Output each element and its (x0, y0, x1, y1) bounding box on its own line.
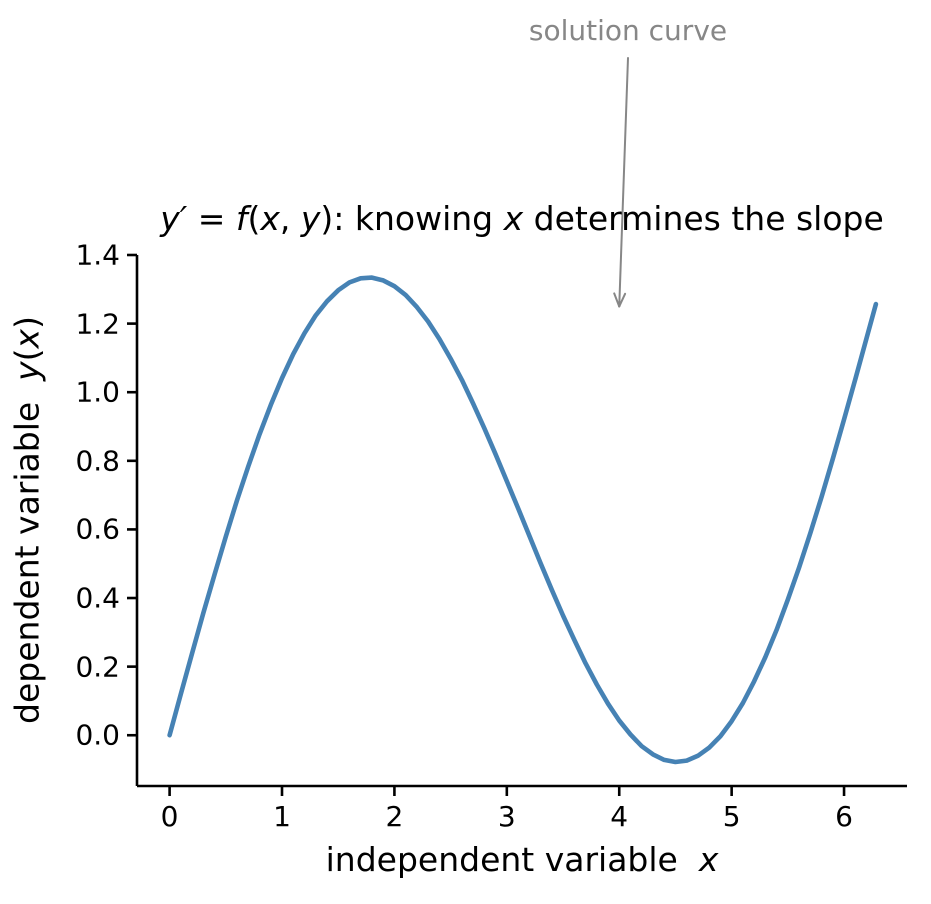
x-axis-label: independent variable x (137, 840, 907, 879)
y-tick-label: 0.4 (75, 581, 120, 615)
annotation-arrow (613, 57, 629, 308)
text-part: dependent variable (7, 380, 47, 724)
text-part: determines the slope (523, 199, 884, 238)
text-part: ) (7, 316, 47, 329)
text-part: ( (7, 348, 47, 362)
x-tick-label: 2 (385, 800, 404, 833)
y-axis-label: dependent variable y(x) (8, 316, 47, 724)
y-tick-label: 0.0 (75, 718, 120, 752)
text-part: independent variable (325, 840, 699, 879)
arrowhead-icon (613, 292, 621, 308)
solution-curve-line (167, 275, 879, 765)
text-part: ( (247, 199, 261, 238)
x-tick-label: 1 (273, 800, 291, 833)
text-part: y (300, 199, 321, 238)
y-tick-label: 1.0 (75, 375, 120, 409)
y-tick-label: 0.2 (75, 650, 120, 684)
annotation-label: solution curve (528, 14, 728, 47)
text-part: , (279, 199, 301, 238)
x-tick-label: 3 (497, 800, 516, 833)
x-ticks (168, 786, 846, 796)
y-ticks (127, 253, 137, 737)
chart-title: y′ = f(x, y): knowing x determines the s… (137, 199, 907, 238)
text-part: ): knowing (320, 199, 504, 238)
text-part: y (7, 361, 47, 381)
text-part: f (235, 199, 248, 238)
y-tick-label: 0.6 (75, 512, 120, 546)
y-tick-label: 1.2 (75, 307, 120, 341)
y-tick-label: 1.4 (75, 238, 120, 272)
x-tick-label: 4 (610, 800, 629, 833)
text-part: x (503, 199, 524, 238)
text-part: x (698, 840, 719, 879)
x-tick-label: 0 (160, 800, 179, 833)
y-tick-label: 0.8 (75, 444, 120, 478)
text-part: x (260, 199, 280, 238)
arrowhead-icon (618, 292, 627, 308)
x-tick-label: 6 (835, 800, 853, 833)
text-part: x (7, 328, 47, 349)
text-part: y′ = (160, 199, 236, 238)
x-tick-label: 5 (722, 800, 741, 833)
